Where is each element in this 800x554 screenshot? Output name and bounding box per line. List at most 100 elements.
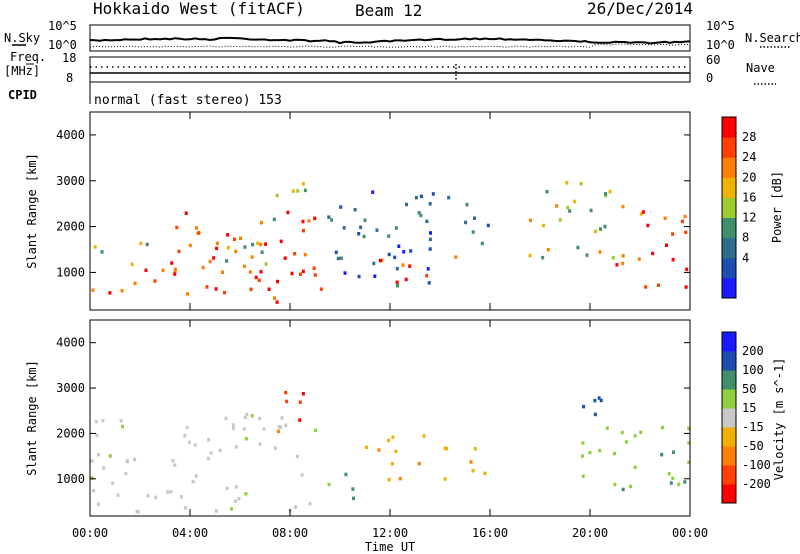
scatter-cell-1 — [188, 243, 192, 248]
scatter-cell-7 — [683, 214, 687, 219]
scatter-cell-0 — [209, 451, 213, 455]
date-label: 26/Dec/2014 — [587, 0, 693, 18]
colorbar-bin — [722, 257, 736, 279]
colorbar-bin — [722, 332, 736, 352]
time-tick-label: 12:00 — [372, 526, 408, 540]
scatter-cell-0 — [300, 473, 304, 477]
scatter-cell-2 — [215, 246, 219, 251]
scatter-cell-0 — [94, 419, 98, 424]
scatter-cell-1 — [303, 252, 307, 257]
scatter-cell-5 — [613, 482, 617, 487]
scatter-cell-6 — [598, 250, 602, 254]
velocity-colorbar-label: Velocity [m s^-1] — [772, 358, 786, 481]
scatter-cell-5 — [408, 264, 412, 268]
scatter-cell-1 — [93, 245, 97, 249]
scatter-cell-2 — [242, 264, 246, 269]
scatter-cell-2 — [226, 233, 230, 237]
scatter-cell-0 — [237, 497, 241, 501]
time-tick-label: 00:00 — [672, 526, 708, 540]
scatter-cell-5 — [633, 465, 637, 469]
scatter-cell-2 — [443, 446, 447, 451]
scatter-cell-4 — [372, 261, 376, 266]
scatter-cell-0 — [234, 499, 237, 503]
scatter-cell-2 — [417, 461, 421, 466]
scatter-cell-4 — [327, 215, 331, 219]
scatter-cell-5 — [660, 452, 664, 457]
scatter-cell-1 — [100, 250, 104, 254]
scatter-cell-6 — [611, 256, 615, 260]
scatter-cell-4 — [336, 256, 340, 261]
nsearch-label: N.Search — [745, 31, 800, 45]
scatter-cell-5 — [661, 425, 664, 430]
scatter-cell-0 — [314, 428, 317, 433]
scatter-cell-4 — [373, 274, 377, 278]
scatter-cell-6 — [599, 227, 602, 231]
freq-tick-top: 18 — [62, 51, 76, 65]
scatter-cell-0 — [92, 489, 96, 493]
scatter-cell-1 — [243, 245, 247, 249]
scatter-cell-2 — [195, 226, 198, 230]
scatter-cell-4 — [428, 247, 432, 251]
scatter-cell-0 — [136, 509, 140, 514]
scatter-cell-0 — [133, 457, 137, 462]
scatter-cell-2 — [232, 237, 236, 241]
scatter-cell-5 — [581, 441, 585, 445]
scatter-cell-0 — [96, 502, 100, 506]
scatter-cell-6 — [546, 248, 550, 252]
scatter-cell-4 — [465, 202, 469, 207]
scatter-cell-0 — [146, 494, 150, 498]
scatter-cell-4 — [339, 205, 343, 209]
scatter-cell-3 — [301, 182, 305, 186]
scatter-cell-2 — [293, 252, 297, 256]
scatter-cell-7 — [665, 243, 668, 247]
scatter-cell-0 — [111, 481, 115, 485]
velocity-colorbar-bins — [722, 332, 736, 504]
scatter-cell-4 — [593, 412, 597, 417]
scatter-cell-0 — [225, 486, 229, 490]
scatter-cell-0 — [299, 272, 302, 276]
scatter-cell-0 — [308, 501, 312, 506]
ytick-label: 2000 — [56, 220, 85, 234]
colorbar-bin — [722, 137, 736, 158]
colorbar-tick-label: -15 — [742, 420, 764, 434]
colorbar-bin — [722, 465, 736, 485]
scatter-cell-0 — [221, 270, 224, 274]
scatter-cell-4 — [387, 234, 391, 238]
ytick-label: 2000 — [56, 426, 85, 440]
scatter-cell-1 — [276, 429, 280, 434]
velocity-xticks — [89, 320, 691, 516]
scatter-cell-2 — [173, 267, 177, 271]
scatter-cell-0 — [231, 423, 235, 427]
scatter-cell-0 — [95, 433, 99, 438]
scatter-cell-0 — [319, 287, 323, 291]
scatter-cell-5 — [454, 255, 458, 259]
colorbar-tick-label: -200 — [742, 477, 771, 491]
scatter-cell-4 — [359, 225, 363, 229]
scatter-cell-0 — [194, 474, 198, 478]
scatter-cell-0 — [187, 440, 191, 445]
scatter-cell-4 — [371, 190, 375, 194]
colorbar-bin — [722, 277, 736, 299]
colorbar-tick-label: 20 — [742, 170, 756, 184]
scatter-cell-0 — [223, 290, 226, 295]
nsky-label: N.Sky — [4, 31, 40, 45]
scatter-cell-6 — [621, 261, 625, 266]
scatter-cell-3 — [303, 188, 307, 193]
scatter-cell-4 — [343, 271, 347, 275]
scatter-cell-1 — [259, 242, 263, 247]
colorbar-bin — [722, 197, 736, 218]
scatter-cell-2 — [283, 256, 287, 260]
scatter-cell-0 — [116, 493, 120, 497]
noise-tick-top-right: 10^5 — [706, 19, 735, 33]
ytick-label: 4000 — [56, 128, 85, 142]
scatter-cell-0 — [90, 476, 94, 480]
scatter-cell-0 — [280, 416, 284, 420]
scatter-cell-4 — [375, 228, 379, 232]
cpid-value: normal (fast stereo) 153 — [94, 93, 282, 108]
scatter-cell-7 — [657, 283, 660, 287]
scatter-cell-2 — [173, 269, 177, 274]
scatter-cell-4 — [342, 226, 346, 230]
scatter-cell-6 — [541, 255, 545, 260]
scatter-cell-0 — [248, 270, 252, 274]
scatter-cell-4 — [599, 398, 603, 403]
